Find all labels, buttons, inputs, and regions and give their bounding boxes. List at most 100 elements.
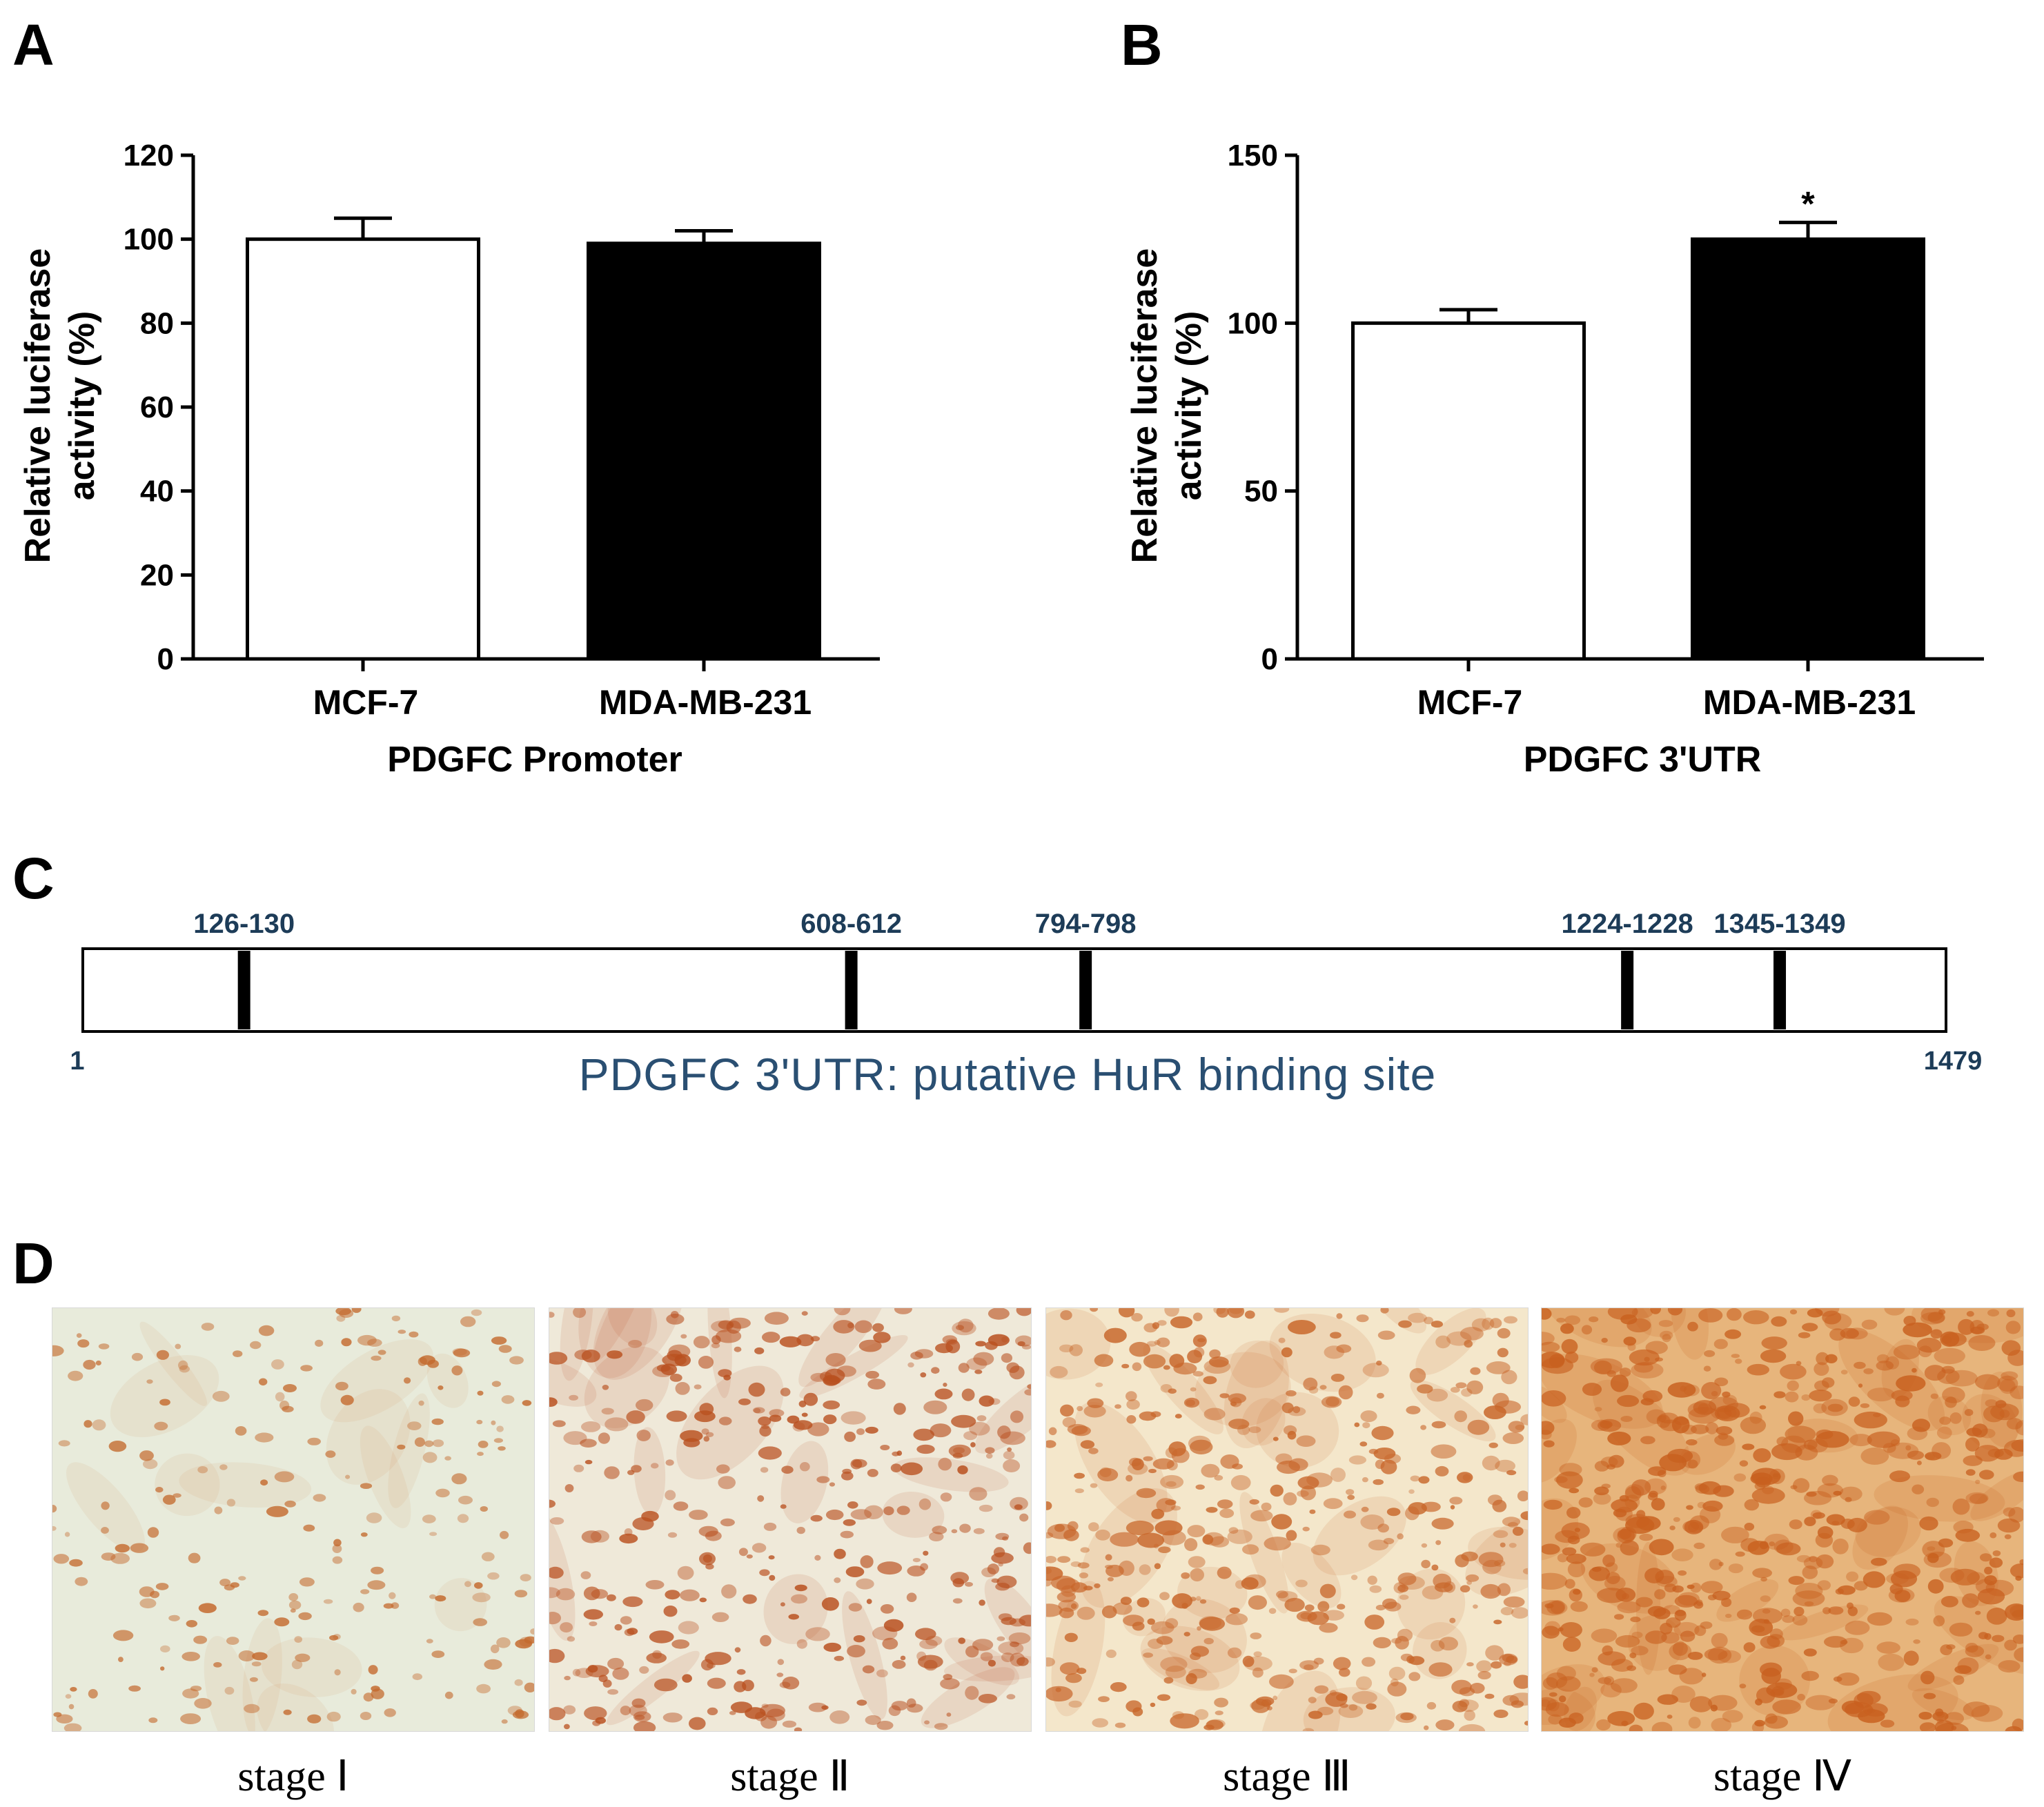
ihc-nucleus xyxy=(1150,1702,1156,1708)
ihc-nucleus xyxy=(1336,1693,1348,1701)
ihc-nucleus xyxy=(1615,1588,1636,1602)
ihc-nucleus xyxy=(377,1350,386,1355)
ihc-tissue-blotch xyxy=(1373,1307,1427,1334)
ihc-nucleus xyxy=(1348,1455,1366,1465)
ihc-nucleus xyxy=(1753,1448,1771,1463)
ihc-nucleus xyxy=(1639,1533,1653,1541)
ihc-nucleus xyxy=(1854,1411,1887,1429)
ihc-nucleus xyxy=(1502,1695,1520,1706)
ihc-nucleus xyxy=(1466,1574,1480,1582)
ihc-nucleus xyxy=(636,1399,654,1412)
ihc-tissue-blotch xyxy=(593,1307,685,1380)
ihc-nucleus xyxy=(951,1414,976,1428)
ihc-nucleus xyxy=(998,1562,1003,1567)
ihc-nucleus xyxy=(501,1395,515,1404)
ihc-nucleus xyxy=(2006,1418,2023,1430)
ihc-nucleus xyxy=(1687,1584,1695,1589)
ihc-nucleus xyxy=(1506,1470,1517,1476)
ihc-nucleus xyxy=(1569,1488,1580,1494)
ihc-nucleus xyxy=(959,1523,971,1533)
ihc-nucleus xyxy=(1548,1714,1562,1725)
ihc-nucleus xyxy=(1103,1327,1127,1343)
ihc-nucleus xyxy=(1570,1601,1588,1612)
ihc-nucleus xyxy=(1009,1365,1025,1380)
ihc-nucleus xyxy=(626,1410,645,1424)
ihc-nucleus xyxy=(1310,1544,1330,1556)
ihc-tissue-blotch xyxy=(1852,1505,1908,1570)
ihc-nucleus xyxy=(729,1317,751,1329)
ihc-nucleus xyxy=(1151,1621,1175,1635)
ihc-nucleus xyxy=(389,1592,396,1599)
ihc-nucleus xyxy=(974,1370,983,1374)
ihc-nucleus xyxy=(1742,1443,1755,1450)
ihc-tissue-blotch xyxy=(798,1307,887,1388)
ihc-tissue-blotch xyxy=(1541,1498,1579,1561)
ihc-nucleus xyxy=(1801,1394,1811,1401)
ihc-nucleus xyxy=(1727,1307,1742,1321)
ihc-nucleus xyxy=(1080,1440,1095,1449)
ihc-nucleus xyxy=(961,1388,975,1401)
ihc-nucleus xyxy=(115,1543,130,1553)
ihc-nucleus xyxy=(1698,1308,1723,1323)
ihc-nucleus xyxy=(1907,1450,1925,1460)
ihc-nucleus xyxy=(900,1462,923,1476)
ihc-nucleus xyxy=(1350,1574,1358,1581)
ihc-nucleus xyxy=(1373,1637,1391,1648)
ihc-nucleus xyxy=(1984,1575,1997,1586)
ihc-nucleus xyxy=(1966,1428,1982,1436)
ihc-nucleus xyxy=(1631,1646,1649,1656)
ihc-nucleus xyxy=(1916,1337,1942,1353)
ihc-nucleus xyxy=(182,1688,199,1699)
ihc-nucleus xyxy=(1693,1542,1705,1550)
ihc-nucleus xyxy=(1805,1695,1836,1710)
ihc-nucleus xyxy=(1323,1498,1343,1510)
ihc-nucleus xyxy=(1120,1597,1132,1606)
ihc-nucleus xyxy=(2003,1507,2016,1517)
ihc-nucleus xyxy=(1400,1712,1414,1721)
ihc-nucleus xyxy=(1303,1377,1318,1391)
ihc-nucleus xyxy=(1027,1384,1032,1390)
ihc-nucleus xyxy=(1057,1591,1077,1603)
ihc-nucleus xyxy=(1675,1610,1686,1617)
ihc-nucleus xyxy=(843,1519,856,1526)
ihc-nucleus xyxy=(682,1674,692,1683)
ihc-nucleus xyxy=(453,1348,471,1358)
ihc-nucleus xyxy=(1541,1421,1555,1435)
ihc-nucleus xyxy=(1871,1557,1887,1566)
ihc-nucleus xyxy=(1119,1560,1134,1576)
ihc-nucleus xyxy=(1711,1717,1732,1732)
y-tick-label: 120 xyxy=(124,139,174,172)
ihc-nucleus xyxy=(707,1662,716,1669)
ihc-nucleus xyxy=(422,1514,436,1523)
ihc-nucleus xyxy=(212,1390,230,1402)
ihc-nucleus xyxy=(1112,1602,1132,1615)
ihc-nucleus xyxy=(1272,1695,1278,1701)
ihc-nucleus xyxy=(238,1650,255,1661)
ihc-nucleus xyxy=(1615,1542,1622,1548)
ihc-nucleus xyxy=(1644,1356,1650,1362)
ihc-nucleus xyxy=(1217,1499,1233,1509)
ihc-nucleus xyxy=(1512,1526,1524,1536)
ihc-nucleus xyxy=(1060,1404,1074,1417)
ihc-nucleus xyxy=(847,1645,865,1658)
ihc-nucleus xyxy=(1524,1721,1529,1726)
ihc-nucleus xyxy=(1376,1392,1384,1399)
ihc-nucleus xyxy=(1691,1424,1709,1434)
ihc-nucleus xyxy=(110,1552,130,1564)
ihc-nucleus xyxy=(1945,1396,1957,1408)
ihc-nucleus xyxy=(952,1598,963,1604)
ihc-nucleus xyxy=(1621,1720,1629,1726)
ihc-nucleus xyxy=(1876,1361,1894,1371)
ihc-nucleus xyxy=(865,1370,879,1379)
ihc-nucleus xyxy=(787,1415,800,1424)
ihc-nucleus xyxy=(260,1479,268,1486)
ihc-nucleus xyxy=(1724,1403,1750,1418)
ihc-nucleus xyxy=(295,1653,311,1662)
ihc-nucleus xyxy=(290,1608,296,1613)
ihc-nucleus xyxy=(1700,1581,1723,1594)
ihc-nucleus xyxy=(1484,1693,1495,1699)
ihc-nucleus xyxy=(1567,1561,1586,1578)
ihc-nucleus xyxy=(1858,1383,1863,1388)
ihc-nucleus xyxy=(1562,1547,1577,1556)
ihc-nucleus xyxy=(1600,1421,1613,1429)
